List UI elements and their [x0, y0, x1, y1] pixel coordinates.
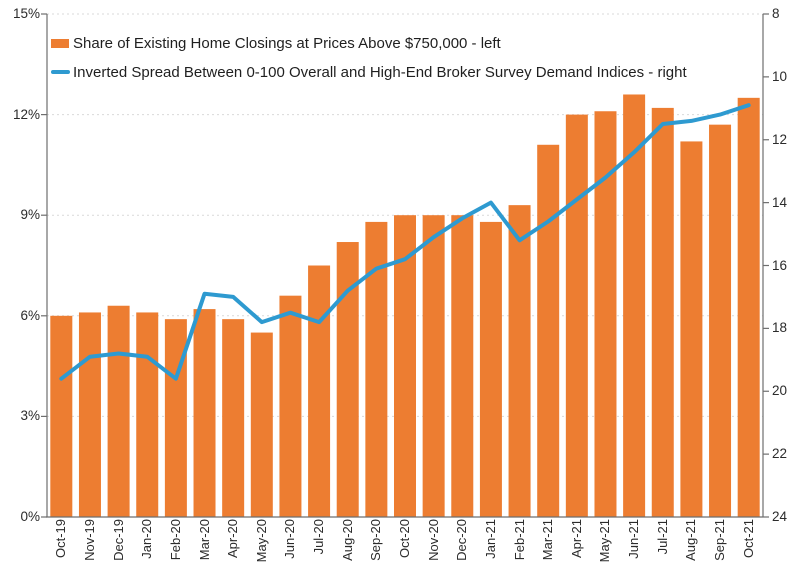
right-axis-tick-label: 22 [772, 446, 788, 462]
bar-Oct-19 [50, 315, 73, 517]
legend-item-line-series: Inverted Spread Between 0-100 Overall an… [51, 62, 687, 82]
bar-Oct-20 [394, 215, 416, 517]
x-axis-label-Oct-21: Oct-21 [740, 519, 756, 559]
x-axis-label-Jul-20: Jul-20 [311, 519, 327, 555]
x-axis-label-Oct-20: Oct-20 [397, 519, 412, 559]
bar-Jan-20 [136, 312, 159, 517]
bar-Feb-20 [164, 319, 187, 517]
bar-May-20 [250, 332, 273, 517]
bar-May-21 [594, 111, 617, 517]
x-axis-label-Feb-20: Feb-20 [167, 519, 183, 561]
x-axis-label-Feb-21: Feb-21 [511, 519, 527, 561]
x-axis-label-Aug-20: Aug-20 [339, 519, 355, 561]
bar-Apr-20 [222, 319, 245, 517]
bar-Jun-20 [279, 295, 302, 517]
bar-Jul-20 [308, 265, 331, 517]
x-axis-label-Aug-21: Aug-21 [683, 519, 699, 561]
x-axis-label-Nov-20: Nov-20 [425, 519, 441, 561]
bar-Mar-21 [537, 144, 560, 517]
bar-Dec-19 [107, 305, 130, 517]
x-axis-label-Sep-20: Sep-20 [368, 519, 384, 561]
bar-Jun-21 [623, 94, 646, 517]
x-axis-label-Jul-21: Jul-21 [654, 519, 670, 555]
line-series-swatch-icon [51, 69, 70, 75]
left-axis-tick-label: 3% [20, 408, 40, 424]
bar-series-legend-label: Share of Existing Home Closings at Price… [73, 34, 501, 52]
left-axis-tick-label: 12% [12, 106, 40, 122]
right-axis-tick-label: 12 [772, 131, 788, 147]
x-axis-label-Jan-20: Jan-20 [139, 519, 155, 559]
bar-Oct-21 [737, 97, 760, 517]
x-axis-label-Jun-20: Jun-20 [282, 519, 298, 559]
x-axis-label-Dec-19: Dec-19 [110, 519, 126, 561]
right-axis-tick-label: 20 [772, 383, 788, 399]
x-axis-label-Jun-21: Jun-21 [626, 519, 642, 559]
x-axis-label-Sep-21: Sep-21 [712, 519, 728, 561]
bar-Jul-21 [651, 107, 674, 517]
bar-Jan-21 [479, 221, 502, 517]
bar-series-swatch-icon [51, 38, 69, 48]
left-axis-tick-label: 0% [20, 509, 40, 524]
bar-Sep-20 [365, 221, 388, 517]
bar-Mar-20 [193, 309, 216, 517]
right-axis-tick-label: 8 [772, 6, 780, 21]
legend-item-bar-series: Share of Existing Home Closings at Price… [51, 33, 687, 53]
x-axis-label-Mar-20: Mar-20 [196, 519, 212, 561]
x-axis-label-Dec-20: Dec-20 [454, 519, 470, 561]
left-axis-tick-label: 6% [20, 307, 40, 323]
x-axis-label-May-20: May-20 [253, 519, 269, 563]
x-axis-label-Jan-21: Jan-21 [482, 519, 498, 559]
x-axis-label-Mar-21: Mar-21 [540, 519, 556, 561]
right-axis-tick-label: 10 [772, 68, 788, 84]
bar-Nov-20 [422, 215, 445, 517]
bar-Aug-20 [336, 242, 359, 517]
bar-Aug-21 [680, 141, 703, 517]
right-axis-tick-label: 24 [772, 509, 788, 524]
x-axis-label-Oct-19: Oct-19 [53, 519, 69, 559]
demand-spread-line [59, 103, 751, 381]
left-axis-tick-label: 15% [12, 6, 40, 21]
right-axis-tick-label: 16 [772, 257, 788, 273]
x-axis-label-Apr-20: Apr-20 [225, 519, 241, 559]
bar-Apr-21 [565, 114, 588, 517]
bar-Feb-21 [508, 205, 531, 517]
bar-Nov-19 [78, 312, 101, 517]
bar-Sep-21 [709, 124, 732, 517]
bar-Dec-20 [451, 215, 474, 517]
legend: Share of Existing Home Closings at Price… [51, 33, 687, 91]
left-axis-tick-label: 9% [20, 207, 40, 223]
right-axis-tick-label: 18 [772, 320, 788, 336]
right-axis-tick-label: 14 [772, 194, 788, 210]
x-axis-label-Apr-21: Apr-21 [568, 519, 584, 559]
line-series-legend-label: Inverted Spread Between 0-100 Overall an… [73, 63, 687, 81]
x-axis-label-May-21: May-21 [597, 519, 613, 563]
x-axis-label-Nov-19: Nov-19 [81, 519, 97, 561]
